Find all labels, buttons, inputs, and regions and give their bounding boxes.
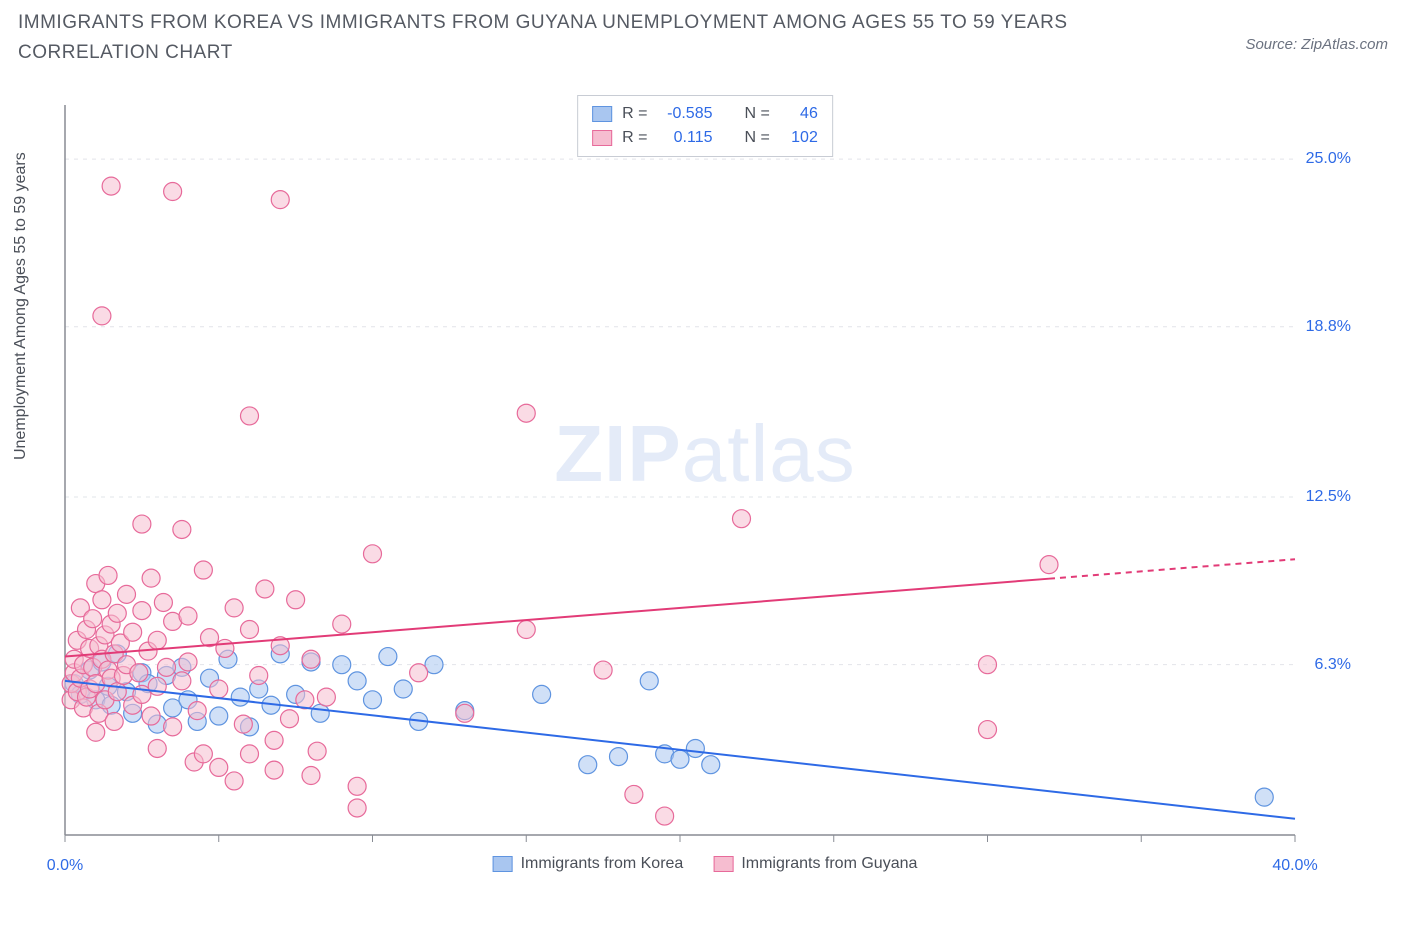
legend-swatch (592, 106, 612, 122)
legend-swatch (713, 856, 733, 872)
x-tick-label: 40.0% (1272, 857, 1317, 875)
stat-r-label: R = (622, 129, 647, 147)
x-tick-label: 0.0% (47, 857, 83, 875)
stat-n-label: N = (745, 105, 770, 123)
stat-r-value: 0.115 (658, 129, 713, 147)
source-attribution: Source: ZipAtlas.com (1245, 36, 1388, 53)
scatter-plot (55, 95, 1355, 875)
chart-area: ZIPatlas R =-0.585N =46R =0.115N =102 Im… (55, 95, 1355, 875)
stat-n-value: 46 (780, 105, 818, 123)
y-tick-label: 6.3% (1315, 656, 1351, 674)
y-axis-label: Unemployment Among Ages 55 to 59 years (12, 152, 30, 460)
chart-title: IMMIGRANTS FROM KOREA VS IMMIGRANTS FROM… (18, 8, 1138, 69)
series-legend-item: Immigrants from Korea (493, 855, 684, 873)
y-tick-label: 18.8% (1306, 318, 1351, 336)
y-tick-label: 25.0% (1306, 150, 1351, 168)
y-tick-label: 12.5% (1306, 488, 1351, 506)
stats-legend-row: R = -0.585 N = 46 (592, 102, 818, 126)
series-legend: Immigrants from Korea Immigrants from Guy… (493, 855, 918, 873)
legend-swatch (592, 130, 612, 146)
stats-legend: R = -0.585 N = 46 R = 0.115 N = 102 (577, 95, 833, 157)
series-name: Immigrants from Korea (521, 855, 684, 873)
series-legend-item: Immigrants from Guyana (713, 855, 917, 873)
stat-n-value: 102 (780, 129, 818, 147)
legend-swatch (493, 856, 513, 872)
stat-r-value: -0.585 (658, 105, 713, 123)
stats-legend-row: R = 0.115 N = 102 (592, 126, 818, 150)
stat-r-label: R = (622, 105, 647, 123)
series-name: Immigrants from Guyana (741, 855, 917, 873)
stat-n-label: N = (745, 129, 770, 147)
